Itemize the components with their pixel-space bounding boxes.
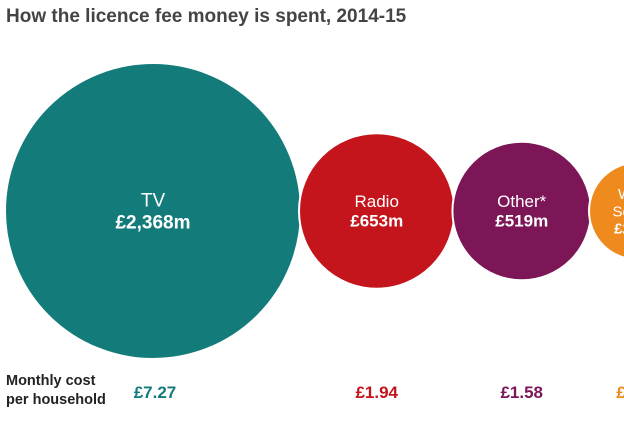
chart-title: How the licence fee money is spent, 2014… — [6, 6, 407, 27]
bubble-world-service — [588, 163, 624, 259]
monthly-cost-label-line-1: Monthly cost — [6, 373, 96, 389]
bubble-value-tv: £2,368m — [115, 213, 190, 234]
bubble-value-radio: £653m — [350, 212, 403, 231]
monthly-cost-label-line-2: per household — [6, 392, 106, 408]
bubble-value-world-service: £254m — [614, 221, 624, 238]
bubble-label-radio: Radio — [355, 192, 399, 211]
bubble-label-world-service-2: Service — [612, 203, 624, 220]
monthly-cost-label: Monthly cost per household — [6, 372, 106, 410]
bubble-label-tv: TV — [141, 191, 166, 212]
bubble-label-world-service-1: World — [618, 186, 624, 203]
bubble-label-other: Other* — [497, 192, 547, 211]
monthly-cost-other: £1.58 — [500, 383, 543, 402]
bubble-value-other: £519m — [495, 212, 548, 231]
monthly-cost-world-service: £0.73 — [616, 383, 624, 402]
monthly-cost-tv: £7.27 — [134, 383, 177, 402]
monthly-cost-radio: £1.94 — [355, 383, 398, 402]
